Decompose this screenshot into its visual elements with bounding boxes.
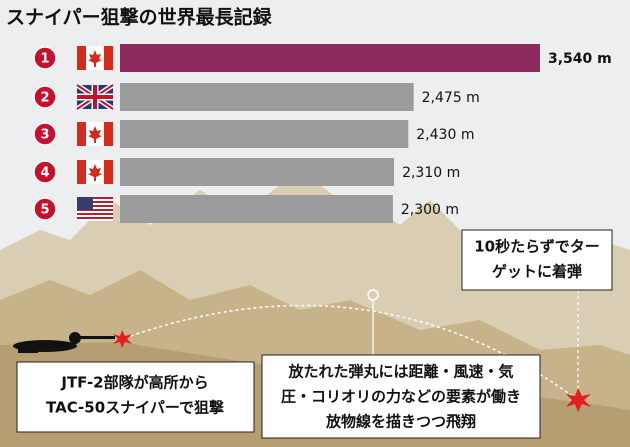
value-label: 3,540 m (548, 51, 612, 67)
rank-label: 1 (40, 52, 49, 67)
rank-badge (33, 85, 57, 109)
value-label: 2,300 m (401, 202, 459, 218)
flag (77, 46, 113, 70)
annotation-box (461, 229, 613, 291)
flag (77, 160, 113, 184)
bar (120, 158, 395, 186)
chart-title: スナイパー狙撃の世界最長記録 (6, 6, 273, 29)
flag (77, 122, 113, 146)
rank-label: 2 (40, 91, 49, 106)
rank-badge (33, 160, 57, 184)
sniper (13, 332, 115, 353)
annotation-box (16, 361, 255, 433)
annotation: TAC-50スナイパーで狙撃 (46, 399, 224, 417)
rank-label: 4 (40, 166, 49, 181)
annotation: 放物線を描きつつ飛翔 (325, 413, 476, 431)
bar (120, 44, 540, 72)
flag (77, 85, 113, 109)
rank-label: 3 (40, 128, 49, 143)
muzzle-flash (113, 330, 132, 348)
flag (77, 197, 113, 221)
value-label: 2,475 m (422, 90, 480, 106)
bar (120, 83, 414, 111)
bar (120, 195, 393, 223)
value-label: 2,430 m (416, 127, 474, 143)
impact (566, 388, 591, 412)
annotation-box (261, 354, 541, 439)
rank-label: 5 (40, 203, 49, 218)
rank-badge (33, 122, 57, 146)
annotation: 圧・コリオリの力などの要素が働き (281, 388, 521, 406)
rank-badge (33, 197, 57, 221)
rank-badge (33, 46, 57, 70)
annotation: 放たれた弾丸には距離・風速・気 (287, 363, 513, 381)
bar (120, 120, 409, 148)
annotation: 10秒たらずでター (474, 238, 600, 256)
value-label: 2,310 m (402, 165, 460, 181)
annotation: ゲットに着弾 (492, 263, 582, 281)
annotation: JTF-2部隊が高所から (60, 374, 208, 392)
